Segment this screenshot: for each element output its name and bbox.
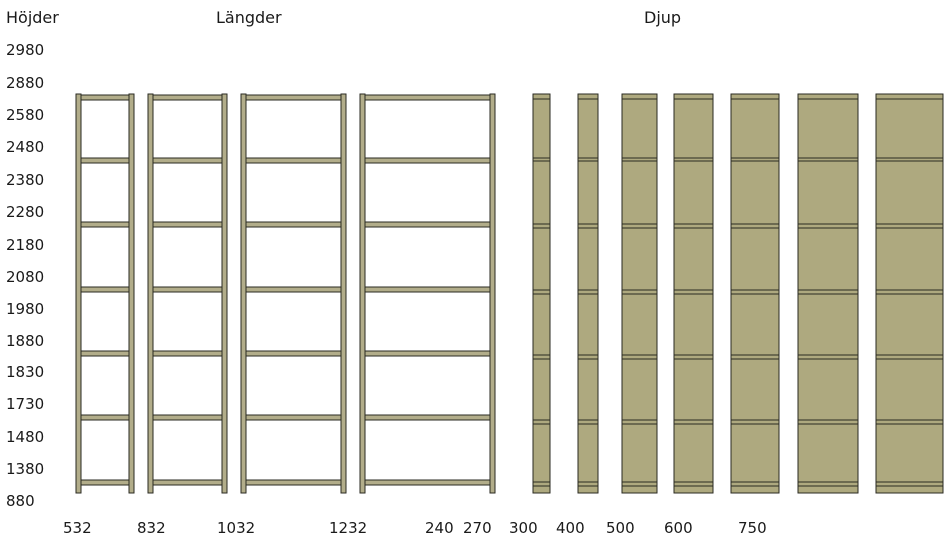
height-label: 2280 [6,203,45,221]
shelf-beam [152,479,223,486]
bottom-label: 750 [738,519,767,537]
upright-post [489,93,496,494]
shelf-beam [152,414,223,421]
height-label: 1980 [6,300,45,318]
bottom-label: 240 [425,519,454,537]
upright-post [359,93,366,494]
shelf-beam [80,479,130,486]
bottom-label: 600 [664,519,693,537]
depths-header: Djup [644,8,682,27]
shelf-beam [245,414,342,421]
height-label: 2580 [6,106,45,124]
height-label: 2880 [6,74,45,92]
shelf-beam [80,157,130,164]
upright-post [340,93,347,494]
shelf-beam [364,414,491,421]
bottom-label: 532 [63,519,92,537]
bottom-label: 1032 [217,519,256,537]
bottom-label: 832 [137,519,166,537]
shelf-beam [80,94,130,101]
shelf-beam [245,157,342,164]
shelf-beam [80,350,130,357]
shelf-beam [364,479,491,486]
shelf-beam [245,94,342,101]
shelf-beam [364,350,491,357]
height-label: 1880 [6,332,45,350]
bottom-label: 400 [556,519,585,537]
shelf-beam [152,157,223,164]
shelf-beam [80,414,130,421]
shelf-beam [245,479,342,486]
shelf-beam [152,221,223,228]
height-label: 1830 [6,363,45,381]
height-label: 2080 [6,268,45,286]
lengths-header: Längder [216,8,282,27]
shelf-beam [364,221,491,228]
shelf-beam [364,286,491,293]
shelf-beam [364,94,491,101]
bottom-label: 1232 [329,519,368,537]
upright-post [240,93,247,494]
shelf-beam [80,286,130,293]
height-label: 1730 [6,395,45,413]
height-label: 2980 [6,41,45,59]
shelf-beam [364,157,491,164]
height-label: 2480 [6,138,45,156]
height-label: 1380 [6,460,45,478]
height-label: 1480 [6,428,45,446]
height-label: 2380 [6,171,45,189]
upright-post [75,93,82,494]
bottom-label: 270 [463,519,492,537]
shelf-beam [152,94,223,101]
upright-post [221,93,228,494]
upright-post [147,93,154,494]
shelf-beam [80,221,130,228]
shelf-beam [245,221,342,228]
shelf-beam [245,350,342,357]
heights-header: Höjder [6,8,59,27]
height-label: 2180 [6,236,45,254]
shelf-beam [245,286,342,293]
shelf-beam [152,286,223,293]
upright-post [128,93,135,494]
bottom-label: 500 [606,519,635,537]
height-label: 880 [6,492,35,510]
bottom-label: 300 [509,519,538,537]
shelf-beam [152,350,223,357]
